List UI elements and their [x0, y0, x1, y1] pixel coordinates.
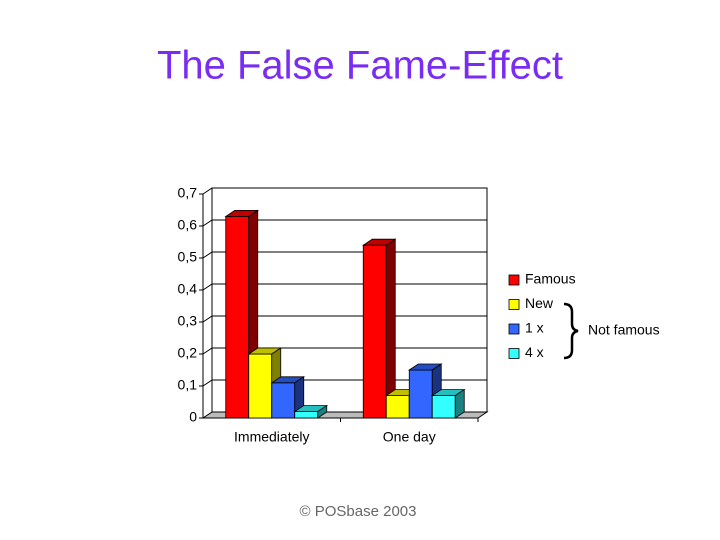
legend-label: Famous [525, 271, 576, 287]
bar-front [225, 215, 250, 419]
legend-label: New [525, 295, 554, 311]
annotation: Not famous [588, 322, 660, 338]
grid-line [202, 219, 487, 227]
legend-label: 1 x [525, 320, 544, 336]
legend-label: 4 x [525, 344, 544, 360]
y-tick-label: 0,3 [178, 313, 198, 329]
y-tick-label: 0,7 [178, 185, 198, 201]
bar [430, 388, 466, 419]
bar-front [362, 244, 387, 419]
bar [407, 363, 443, 419]
footer: © POSbase 2003 [300, 503, 417, 520]
brace [563, 302, 579, 360]
bar-side [454, 388, 465, 419]
bar-front [294, 411, 319, 419]
y-tick-label: 0 [189, 409, 197, 425]
x-tick-label: One day [383, 429, 436, 445]
y-tick-label: 0,6 [178, 217, 198, 233]
grid-line [202, 187, 487, 195]
y-tick-label: 0,5 [178, 249, 198, 265]
y-tick-label: 0,1 [178, 377, 198, 393]
bar-front [271, 382, 296, 419]
bar [361, 238, 397, 419]
x-tick-label: Immediately [234, 429, 309, 445]
bar [293, 404, 329, 419]
bar-front [248, 353, 273, 419]
legend-swatch [508, 274, 520, 286]
chart-title: The False Fame-Effect [157, 44, 563, 88]
legend-swatch [508, 299, 520, 310]
bar-front [408, 369, 433, 419]
bar-front [431, 395, 456, 419]
legend-swatch [508, 323, 520, 335]
legend-swatch [508, 348, 520, 359]
y-tick-label: 0,2 [178, 345, 198, 361]
y-tick-label: 0,4 [178, 281, 198, 297]
bar-side [317, 404, 328, 419]
bar-front [385, 395, 410, 419]
